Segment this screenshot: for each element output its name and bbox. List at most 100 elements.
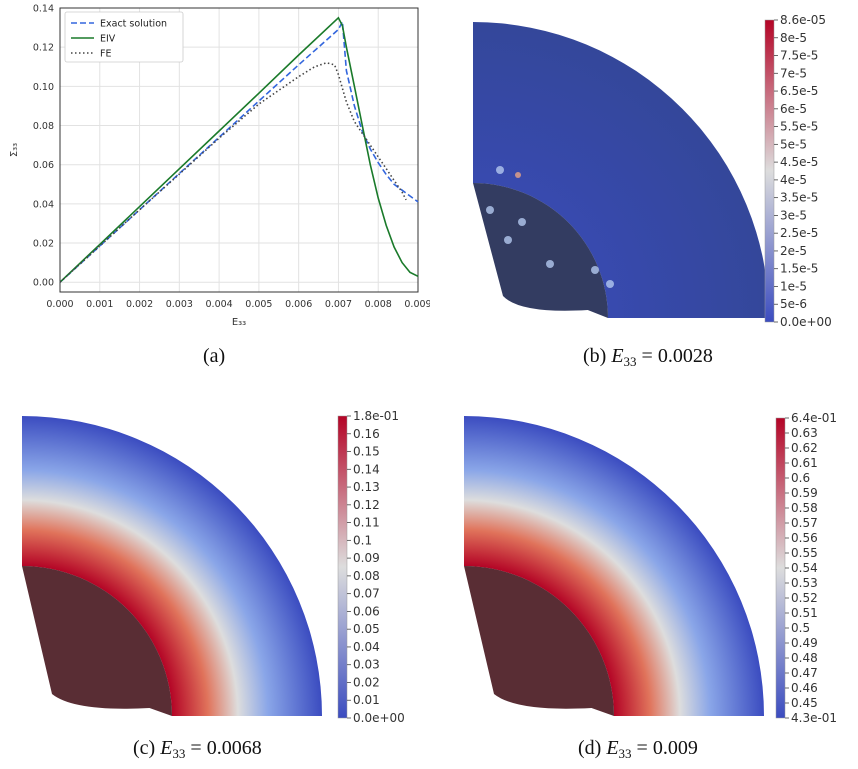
hotspot: [518, 218, 526, 226]
x-tick-label: 0.002: [126, 299, 153, 310]
plot-frame: [59, 7, 419, 293]
stress-strain-chart: 0.000 0.001 0.002 0.003 0.004 0.005 0.006 0.007…: [9, 4, 432, 329]
series-line-fe: [59, 61, 407, 283]
colorbar-label: 0.02: [353, 675, 380, 689]
y-tick-label: 0.14: [33, 4, 54, 15]
panel-b-contour: 8.6e-05 8e-5 7.5e-5 7e-5 6.5e-5 6e-5 5.5e-5 5e-…: [460, 0, 858, 340]
colorbar-label: 0.51: [791, 606, 818, 620]
colorbar-label: 0.1: [353, 533, 372, 547]
colorbar-label: 0.46: [791, 681, 818, 695]
colorbar-label: 7.5e-5: [780, 49, 818, 63]
caption-c-value: = 0.0068: [185, 737, 262, 759]
legend-box: [64, 11, 184, 63]
caption-d-value: = 0.009: [631, 737, 698, 759]
panel-d-contour: 6.4e-01 0.63 0.62 0.61 0.6 0.59 0.58 0.57 0.56 0.…: [440, 400, 858, 725]
legend-label: Exact solution: [100, 19, 167, 30]
y-tick-label: 0.06: [33, 160, 54, 171]
colorbar-label: 0.13: [353, 480, 380, 494]
colorbar-label: 0.12: [353, 498, 380, 512]
caption-b-sub: 33: [623, 354, 637, 369]
hotspot: [504, 236, 512, 244]
caption-d-sub: 33: [618, 746, 632, 761]
colorbar-label: 0.61: [791, 456, 818, 470]
colorbar-label: 0.58: [791, 501, 818, 515]
colorbar-label: 0.08: [353, 569, 380, 583]
cavity-wall: [473, 183, 608, 318]
x-tick-label: 0.004: [206, 299, 233, 310]
colorbar-label: 0.15: [353, 445, 380, 459]
colorbar-label: 6e-5: [780, 102, 807, 116]
colorbar-label: 0.03: [353, 658, 380, 672]
specimen-surface: [22, 416, 322, 716]
colorbar-label: 0.0e+00: [780, 315, 832, 329]
contour-plot-d: 6.4e-010.630.620.610.60.590.580.570.560.…: [464, 411, 837, 725]
caption-c: (c) E33 = 0.0068: [133, 737, 262, 762]
colorbar-label: 2e-5: [780, 244, 807, 258]
colorbar-label: 4.3e-01: [791, 711, 837, 725]
colorbar-label: 2.5e-5: [780, 226, 818, 240]
hotspot: [515, 172, 521, 178]
x-tick-label: 0.001: [86, 299, 113, 310]
colorbar-label: 3.5e-5: [780, 191, 818, 205]
colorbar-label: 6.4e-01: [791, 411, 837, 425]
series-line-eiv: [59, 16, 419, 283]
colorbar-label: 0.09: [353, 551, 380, 565]
y-axis-label: Σ₃₃: [9, 143, 20, 157]
y-tick-label: 0.08: [33, 121, 54, 132]
chart-legend: Exact solution EIV FE: [64, 11, 184, 63]
hotspot: [496, 166, 504, 174]
hotspot: [606, 280, 614, 288]
colorbar-label: 0.07: [353, 587, 380, 601]
x-tick-label: 0.000: [46, 299, 73, 310]
colorbar-label: 0.06: [353, 604, 380, 618]
caption-b-value: = 0.0028: [636, 345, 713, 367]
colorbar-label: 0.0e+00: [353, 711, 405, 725]
colorbar-label: 0.57: [791, 516, 818, 530]
specimen-surface: [464, 416, 764, 716]
caption-d-var: E: [606, 737, 619, 759]
y-tick-label: 0.00: [33, 278, 54, 289]
colorbar-label: 8e-5: [780, 31, 807, 45]
colorbar-label: 4.5e-5: [780, 155, 818, 169]
colorbar-label: 5e-6: [780, 297, 807, 311]
y-tick-label: 0.10: [33, 82, 54, 93]
colorbar-label: 0.59: [791, 486, 818, 500]
colorbar-label: 0.49: [791, 636, 818, 650]
x-tick-label: 0.007: [325, 299, 352, 310]
y-tick-label: 0.02: [33, 239, 54, 250]
x-axis-label: E₃₃: [232, 317, 246, 328]
colorbar-label: 8.6e-05: [780, 13, 826, 27]
colorbar-label: 0.6: [791, 471, 810, 485]
colorbar-label: 0.63: [791, 426, 818, 440]
colorbar-label: 0.56: [791, 531, 818, 545]
colorbar-label: 5.5e-5: [780, 120, 818, 134]
cavity-wall: [22, 566, 172, 716]
caption-b-prefix: (b): [583, 345, 612, 367]
colorbar-label: 0.45: [791, 696, 818, 710]
colorbar-label: 0.52: [791, 591, 818, 605]
colorbar-label: 1e-5: [780, 279, 807, 293]
colorbar-label: 0.16: [353, 427, 380, 441]
colorbar-label: 0.5: [791, 621, 810, 635]
hotspot: [546, 260, 554, 268]
x-tick-label: 0.003: [166, 299, 193, 310]
x-tick-label: 0.006: [285, 299, 312, 310]
colorbar: [337, 415, 348, 719]
contour-plot-b: 8.6e-05 8e-5 7.5e-5 7e-5 6.5e-5 6e-5 5.5e-5 5e-…: [473, 13, 832, 329]
colorbar-label: 0.62: [791, 441, 818, 455]
x-tick-label: 0.005: [245, 299, 272, 310]
colorbar-label: 0.47: [791, 666, 818, 680]
contour-plot-c: 1.8e-01 0.16 0.15 0.14 0.13 0.12 0.11 0.1 0.09 0.…: [22, 409, 405, 725]
colorbar-label: 3e-5: [780, 208, 807, 222]
colorbar-label: 0.55: [791, 546, 818, 560]
colorbar: [764, 19, 775, 323]
caption-b-var: E: [611, 345, 624, 367]
colorbar-label: 1.8e-01: [353, 409, 399, 423]
colorbar-label: 0.05: [353, 622, 380, 636]
caption-b: (b) E33 = 0.0028: [583, 345, 713, 370]
colorbar-label: 0.01: [353, 693, 380, 707]
panel-a-chart: 0.000 0.001 0.002 0.003 0.004 0.005 0.006 0.007…: [0, 0, 432, 335]
specimen-surface: [473, 22, 769, 318]
caption-d-prefix: (d): [578, 737, 607, 759]
colorbar-label: 5e-5: [780, 137, 807, 151]
